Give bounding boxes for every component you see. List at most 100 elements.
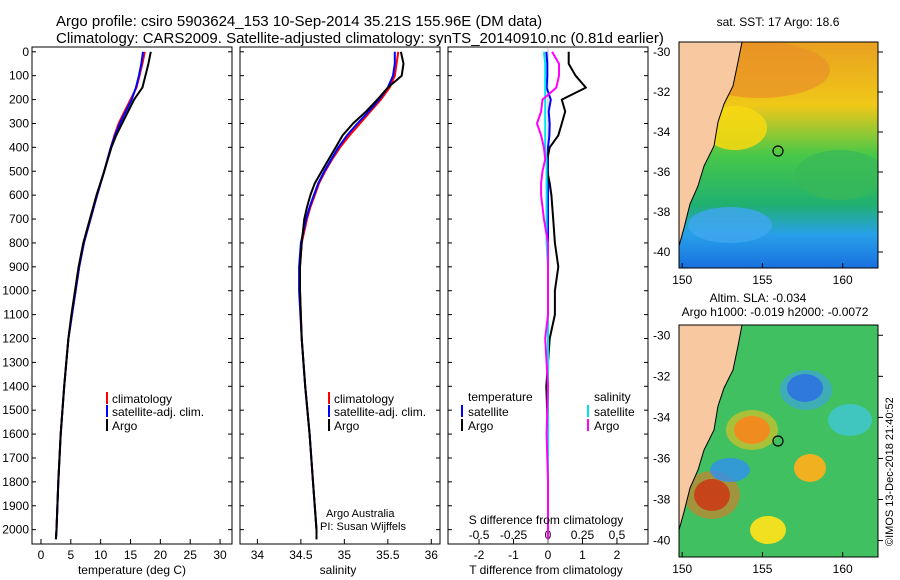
sla-yellow-eddy: [750, 516, 786, 544]
s-tick-label: -0.25: [500, 528, 528, 542]
sla-map: [679, 325, 878, 557]
salinity-xlabel: salinity: [320, 563, 357, 577]
x-tick-label: 2: [614, 548, 621, 562]
lat-tick-label: -40: [653, 245, 671, 259]
series-line-satellite-adj-clim-: [54, 51, 144, 540]
depth-tick-label: 400: [9, 140, 29, 154]
sla-cyan-patch: [828, 404, 872, 436]
depth-tick-label: 600: [9, 188, 29, 202]
sla-blue-eddy: [780, 370, 832, 410]
series-line-t-argo: [545, 51, 587, 540]
lon-tick-label: 160: [833, 273, 853, 287]
depth-tick-label: 1500: [2, 403, 29, 417]
depth-tick-label: 1700: [2, 451, 29, 465]
legend-label-t-satellite: satellite: [468, 405, 509, 419]
sst-cool-patch: [688, 207, 772, 243]
sst-green-patch: [795, 150, 878, 200]
difference-legend-temperature: temperature satellite Argo: [461, 390, 533, 433]
series-line-climatology: [54, 51, 146, 540]
depth-tick-label: 800: [9, 236, 29, 250]
lon-tick-label: 155: [752, 273, 772, 287]
lat-tick-label: -32: [653, 85, 671, 99]
depth-tick-label: 1400: [2, 379, 29, 393]
lon-tick-label: 160: [833, 562, 853, 576]
lat-tick-label: -36: [653, 451, 671, 465]
depth-tick-label: 1300: [2, 355, 29, 369]
s-tick-label: 0.5: [609, 528, 626, 542]
depth-tick-label: 1900: [2, 499, 29, 513]
figure-title-line1: Argo profile: csiro 5903624_153 10-Sep-2…: [56, 13, 542, 30]
salinity-plot: 34 34.5 35 35.5 36: [240, 51, 440, 562]
temperature-plot-frame: [31, 46, 233, 545]
salinity-annotation-line1: Argo Australia: [326, 508, 395, 520]
s-difference-xlabel: S difference from climatology: [469, 513, 624, 527]
depth-tick-label: 0: [22, 45, 29, 59]
salinity-legend: climatology satellite-adj. clim. Argo: [328, 392, 426, 433]
sst-map-title: sat. SST: 17 Argo: 18.6: [717, 15, 840, 29]
temperature-legend: climatology satellite-adj. clim. Argo: [106, 392, 204, 433]
difference-xlabel: T difference from climatology: [469, 563, 623, 577]
lat-tick-label: -34: [653, 410, 671, 424]
sla-warm-eddy: [794, 454, 826, 482]
x-tick-label: 0: [38, 548, 45, 562]
sla-coastline: [679, 325, 743, 531]
x-tick-label: 34: [251, 548, 265, 562]
temperature-xlabel: temperature (deg C): [78, 563, 186, 577]
legend-label-climatology: climatology: [334, 392, 394, 406]
x-tick-label: 35.5: [376, 548, 400, 562]
depth-tick-label: 1600: [2, 427, 29, 441]
depth-tick-label: 100: [9, 69, 29, 83]
difference-plot: -2 -1 0 1 2-0.5 -0.25 0 0.25 0.5: [448, 47, 648, 562]
legend-label-argo: Argo: [112, 419, 138, 433]
x-tick-label: 25: [184, 548, 198, 562]
legend-label-t-argo: Argo: [468, 419, 494, 433]
lat-tick-label: -30: [653, 45, 671, 59]
series-line-argo: [299, 51, 405, 540]
series-line-climatology: [299, 51, 400, 540]
legend-label-s-satellite: satellite: [594, 405, 635, 419]
sst-coastline: [679, 42, 743, 247]
x-tick-label: 0: [545, 548, 552, 562]
lat-tick-label: -38: [653, 205, 671, 219]
depth-tick-label: 1100: [3, 308, 29, 322]
legend-header-salinity: salinity: [594, 390, 631, 404]
legend-label-s-argo: Argo: [594, 419, 620, 433]
lon-tick-label: 150: [672, 562, 692, 576]
sst-argo-marker: [772, 145, 784, 157]
sla-map-title2: Argo h1000: -0.019 h2000: -0.0072: [682, 305, 869, 319]
temperature-plot: 0 5 10 15 20 25 30: [32, 51, 232, 562]
lat-tick-label: -30: [653, 328, 671, 342]
sst-land: [679, 42, 742, 246]
depth-tick-label: 700: [9, 212, 29, 226]
legend-label-climatology: climatology: [112, 392, 172, 406]
s-tick-label: -0.5: [469, 528, 490, 542]
series-line-s-argo: [536, 51, 560, 540]
lon-tick-label: 150: [672, 273, 692, 287]
depth-tick-label: 200: [9, 93, 29, 107]
x-tick-label: 30: [213, 548, 227, 562]
series-line-argo: [54, 51, 152, 540]
sla-warm-eddy: [684, 471, 740, 519]
lat-tick-label: -34: [653, 125, 671, 139]
series-line-satellite-adj-clim-: [298, 51, 396, 540]
lon-tick-label: 155: [752, 562, 772, 576]
lat-tick-label: -36: [653, 165, 671, 179]
x-tick-label: -2: [474, 548, 485, 562]
sla-blue-eddy: [710, 458, 750, 482]
x-tick-label: -1: [508, 548, 519, 562]
legend-label-satellite: satellite-adj. clim.: [112, 405, 204, 419]
sla-map-frame: [678, 324, 879, 558]
lat-tick-label: -32: [653, 369, 671, 383]
x-tick-label: 15: [124, 548, 138, 562]
depth-tick-label: 1800: [2, 475, 29, 489]
legend-header-temperature: temperature: [468, 390, 533, 404]
depth-tick-label: 500: [9, 164, 29, 178]
sla-map-title1: Altim. SLA: -0.034: [710, 291, 807, 305]
lat-tick-label: -38: [653, 493, 671, 507]
depth-tick-label: 2000: [2, 523, 29, 537]
figure-title-line2: Climatology: CARS2009. Satellite-adjuste…: [56, 30, 664, 47]
copyright-stamp: ©IMOS 13-Dec-2018 21:40:52: [884, 397, 896, 546]
